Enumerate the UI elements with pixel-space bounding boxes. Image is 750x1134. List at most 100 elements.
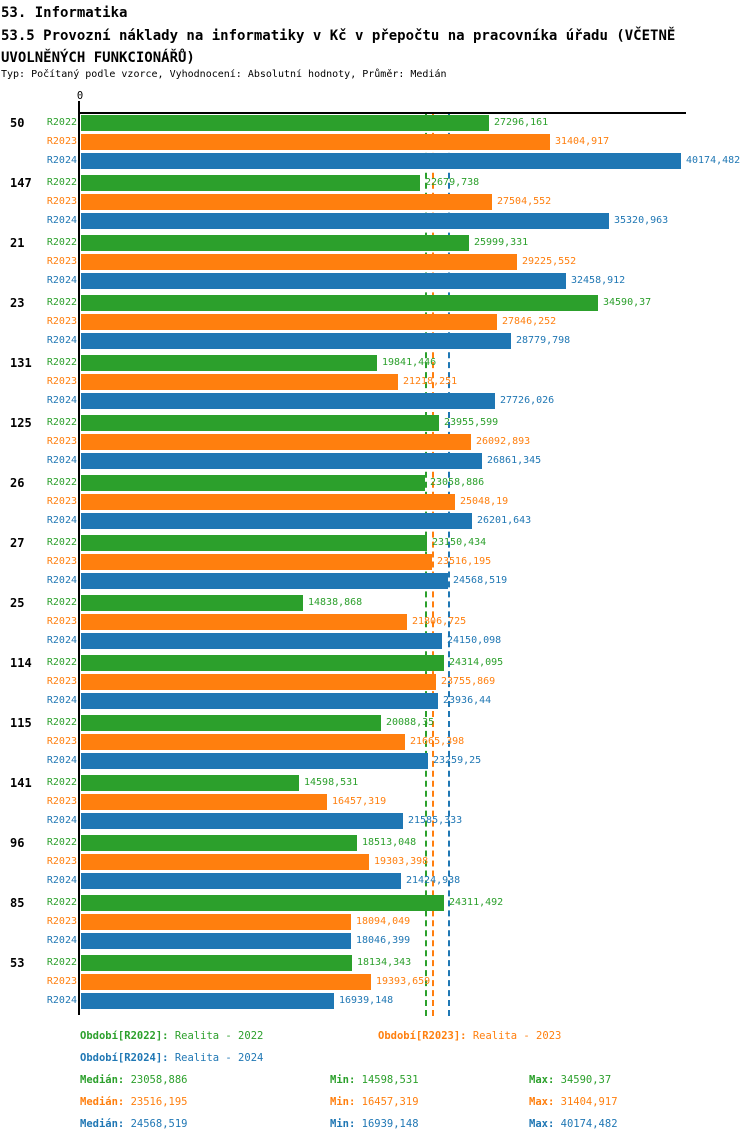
series-label: R2023 bbox=[46, 136, 77, 147]
report-indicator-title: 53.5 Provozní náklady na informatiky v K… bbox=[1, 28, 676, 66]
stats-value: 24568,519 bbox=[130, 1118, 188, 1130]
bar-value-label: 18094,049 bbox=[356, 916, 411, 927]
stats-value: 34590,37 bbox=[560, 1074, 612, 1086]
category-label: 27 bbox=[10, 536, 25, 550]
series-label: R2022 bbox=[46, 597, 77, 608]
bar-value-label: 23936,44 bbox=[443, 695, 492, 706]
bar-value-label: 23058,886 bbox=[430, 477, 485, 488]
stats-value: 14598,531 bbox=[361, 1074, 419, 1086]
category-label: 114 bbox=[10, 656, 32, 670]
bar bbox=[81, 475, 425, 491]
bar bbox=[81, 554, 432, 570]
bar bbox=[81, 213, 609, 229]
category-label: 115 bbox=[10, 716, 32, 730]
bar bbox=[81, 434, 471, 450]
bar-value-label: 29225,552 bbox=[522, 256, 577, 267]
bar-value-label: 21665,398 bbox=[410, 736, 465, 747]
bar-value-label: 25999,331 bbox=[474, 237, 529, 248]
bar-value-label: 14838,868 bbox=[308, 597, 363, 608]
stats-min-2023: Min: 16457,319 bbox=[330, 1096, 419, 1108]
stats-max-2023: Max: 31404,917 bbox=[529, 1096, 618, 1108]
bar-value-label: 24568,519 bbox=[453, 575, 508, 586]
series-label: R2024 bbox=[46, 635, 77, 646]
stats-min-2024: Min: 16939,148 bbox=[330, 1118, 419, 1130]
series-label: R2024 bbox=[46, 395, 77, 406]
bar bbox=[81, 513, 472, 529]
bar bbox=[81, 974, 371, 990]
bar bbox=[81, 535, 427, 551]
series-label: R2023 bbox=[46, 556, 77, 567]
bar-value-label: 14598,531 bbox=[304, 777, 359, 788]
bar-value-label: 28779,798 bbox=[516, 335, 571, 346]
series-label: R2024 bbox=[46, 335, 77, 346]
series-label: R2022 bbox=[46, 777, 77, 788]
bar bbox=[81, 595, 303, 611]
bar-value-label: 19841,446 bbox=[382, 357, 437, 368]
bar bbox=[81, 715, 381, 731]
bar bbox=[81, 273, 566, 289]
series-label: R2023 bbox=[46, 196, 77, 207]
series-label: R2024 bbox=[46, 215, 77, 226]
category-label: 23 bbox=[10, 296, 25, 310]
bar bbox=[81, 614, 407, 630]
stats-label: Min: bbox=[330, 1074, 356, 1086]
legend-item-r2023: Období[R2023]: Realita - 2023 bbox=[378, 1030, 561, 1042]
series-label: R2024 bbox=[46, 995, 77, 1006]
series-label: R2023 bbox=[46, 916, 77, 927]
stats-label: Medián: bbox=[80, 1096, 125, 1108]
stats-value: 16457,319 bbox=[361, 1096, 419, 1108]
bar-value-label: 18513,048 bbox=[362, 837, 417, 848]
bar bbox=[81, 655, 444, 671]
category-label: 50 bbox=[10, 116, 25, 130]
median-line bbox=[447, 113, 450, 1016]
category-label: 96 bbox=[10, 836, 25, 850]
bar-value-label: 24150,098 bbox=[447, 635, 502, 646]
bar bbox=[81, 813, 403, 829]
series-label: R2022 bbox=[46, 177, 77, 188]
bar-value-label: 24314,095 bbox=[449, 657, 504, 668]
bar bbox=[81, 734, 405, 750]
bar bbox=[81, 175, 420, 191]
bar bbox=[81, 933, 351, 949]
series-label: R2024 bbox=[46, 695, 77, 706]
series-label: R2022 bbox=[46, 837, 77, 848]
bar bbox=[81, 835, 357, 851]
stats-value: 23058,886 bbox=[130, 1074, 188, 1086]
legend-item-r2022: Období[R2022]: Realita - 2022 bbox=[80, 1030, 263, 1042]
category-label: 53 bbox=[10, 956, 25, 970]
bar-value-label: 23755,869 bbox=[441, 676, 496, 687]
series-label: R2022 bbox=[46, 417, 77, 428]
bar bbox=[81, 295, 598, 311]
series-label: R2023 bbox=[46, 676, 77, 687]
series-label: R2024 bbox=[46, 575, 77, 586]
series-label: R2022 bbox=[46, 237, 77, 248]
series-label: R2022 bbox=[46, 717, 77, 728]
series-label: R2023 bbox=[46, 736, 77, 747]
series-label: R2024 bbox=[46, 155, 77, 166]
stats-label: Max: bbox=[529, 1074, 555, 1086]
bar bbox=[81, 494, 455, 510]
series-label: R2022 bbox=[46, 297, 77, 308]
bar-value-label: 21806,725 bbox=[412, 616, 467, 627]
category-label: 25 bbox=[10, 596, 25, 610]
bar bbox=[81, 633, 442, 649]
bar bbox=[81, 914, 351, 930]
bar bbox=[81, 254, 517, 270]
y-axis-line bbox=[78, 101, 80, 1015]
bar-value-label: 23259,25 bbox=[433, 755, 482, 766]
bar-value-label: 26092,893 bbox=[476, 436, 531, 447]
report-meta-line: Typ: Počítaný podle vzorce, Vyhodnocení:… bbox=[1, 69, 447, 80]
stats-label: Min: bbox=[330, 1096, 356, 1108]
stats-label: Max: bbox=[529, 1096, 555, 1108]
bar-value-label: 34590,37 bbox=[603, 297, 652, 308]
bar bbox=[81, 794, 327, 810]
bar bbox=[81, 775, 299, 791]
series-label: R2024 bbox=[46, 515, 77, 526]
bar bbox=[81, 314, 497, 330]
series-label: R2023 bbox=[46, 616, 77, 627]
bar-value-label: 18134,343 bbox=[357, 957, 412, 968]
bar bbox=[81, 393, 495, 409]
legend-label: Období[R2022]: bbox=[80, 1030, 169, 1042]
